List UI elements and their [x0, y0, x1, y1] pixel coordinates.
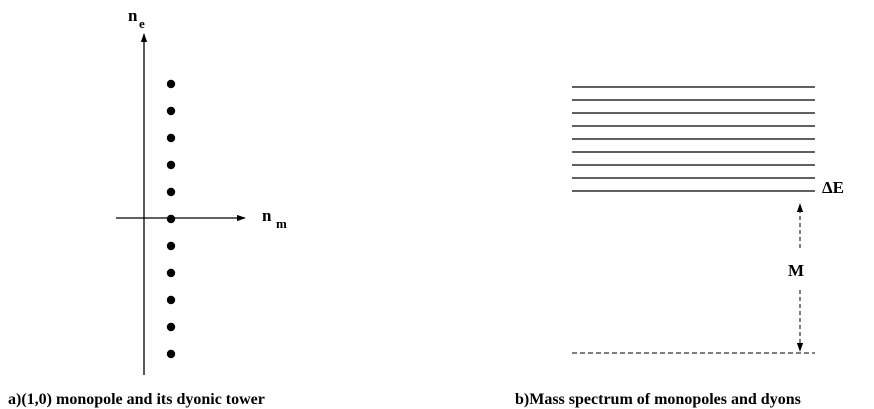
- tower-dot: [166, 79, 176, 89]
- panel-a: n e n m a)(1,0) monopole and its dyonic …: [8, 6, 287, 408]
- x-axis-label: n: [262, 206, 272, 225]
- tower-dot: [166, 133, 176, 143]
- tower-dot: [166, 187, 176, 197]
- x-axis-subscript: m: [276, 216, 287, 231]
- tower-dot: [166, 214, 176, 224]
- energy-levels: [572, 86, 815, 192]
- tower-dot: [166, 295, 176, 305]
- tower-dot: [166, 349, 176, 359]
- tower-dot: [166, 160, 176, 170]
- caption-b: b)Mass spectrum of monopoles and dyons: [515, 391, 801, 408]
- dyonic-tower-dots: [166, 79, 176, 359]
- y-axis-subscript: e: [139, 16, 145, 31]
- tower-dot: [166, 241, 176, 251]
- tower-dot: [166, 268, 176, 278]
- tower-dot: [166, 106, 176, 116]
- y-axis-label: n: [128, 6, 138, 25]
- mass-label: M: [788, 261, 804, 280]
- tower-dot: [166, 322, 176, 332]
- panel-b: ΔE M b)Mass spectrum of monopoles and dy…: [515, 86, 844, 408]
- caption-a: a)(1,0) monopole and its dyonic tower: [8, 391, 265, 408]
- gap-label: ΔE: [822, 178, 844, 197]
